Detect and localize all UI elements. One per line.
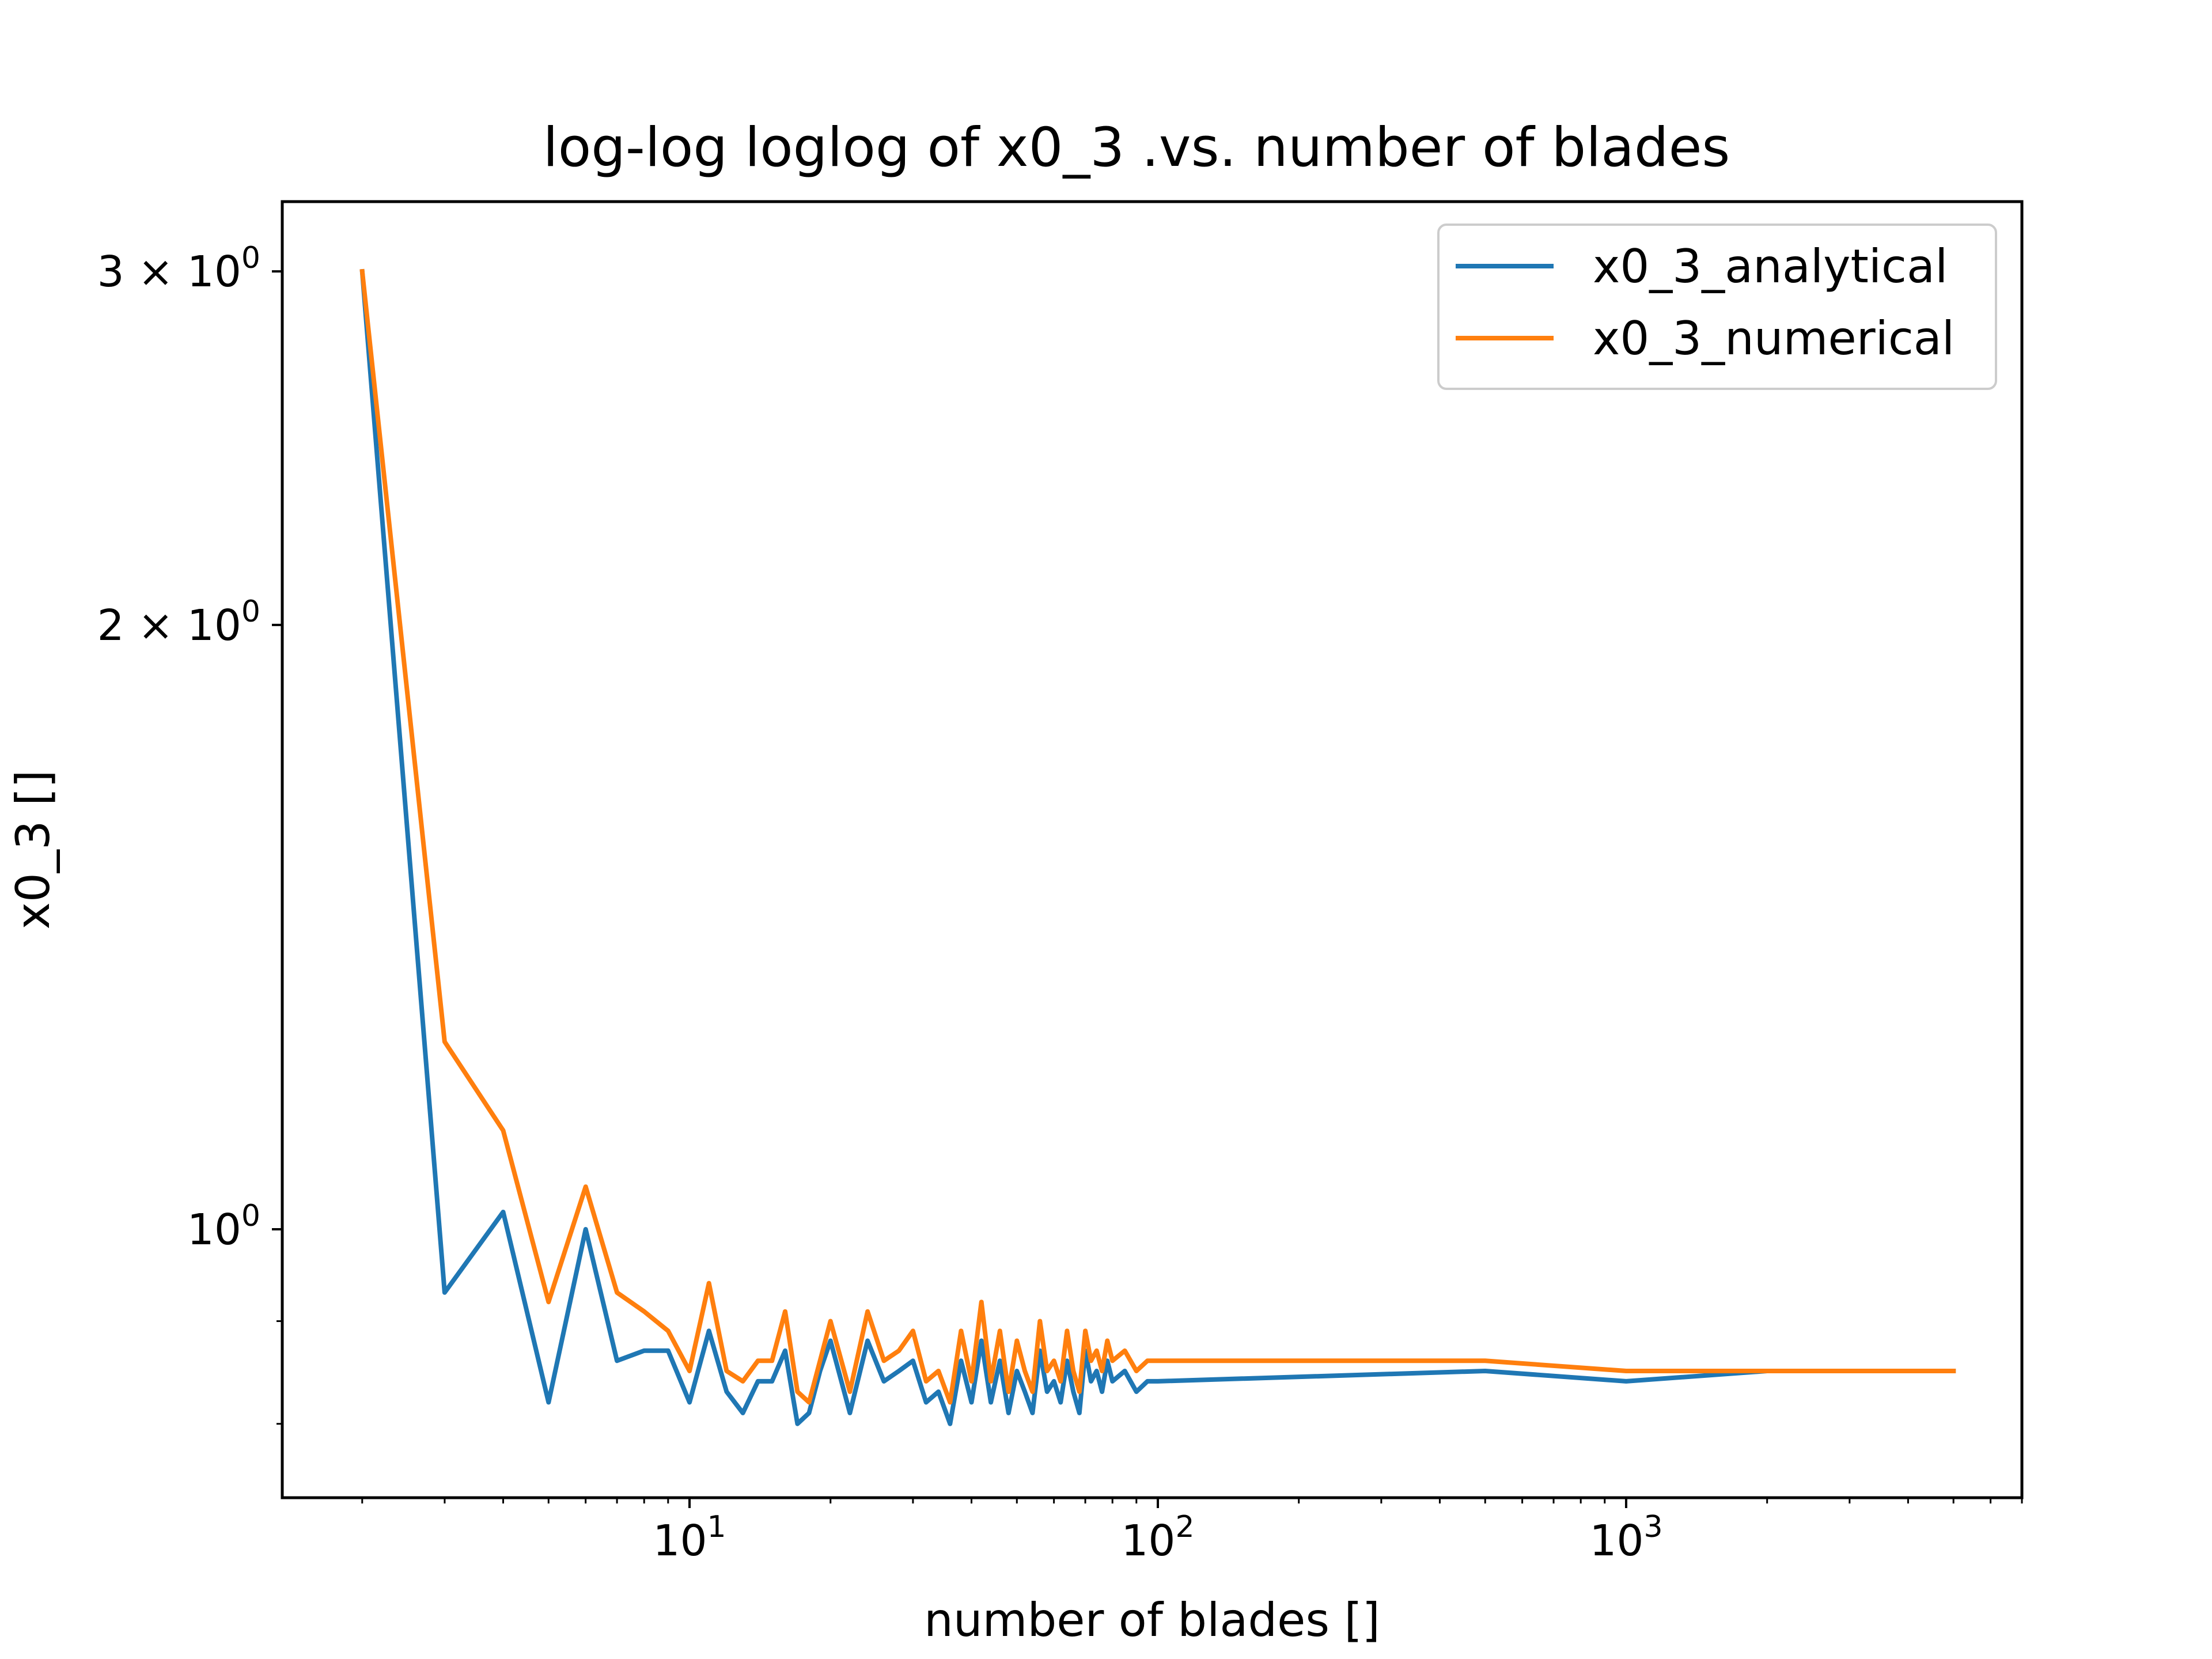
x-tick-label: 101 [653, 1510, 726, 1566]
x-tick-label: 102 [1121, 1510, 1194, 1566]
series-line-x0_3_analytical [359, 268, 1956, 1426]
y-axis-label: x0_3 [] [6, 770, 60, 930]
x-axis: 101 102 103 [361, 1498, 2023, 1566]
legend-label-numerical: x0_3_numerical [1593, 312, 1955, 365]
y-tick-label: 2 × 100 [97, 594, 260, 650]
legend: x0_3_analytical x0_3_numerical [1437, 224, 1997, 390]
series-layer [359, 268, 1956, 1426]
legend-label-analytical: x0_3_analytical [1593, 240, 1948, 293]
x-tick-label: 103 [1589, 1510, 1662, 1566]
x-axis-label: number of blades [] [924, 1593, 1380, 1647]
y-axis: 100 2 × 100 3 × 100 [97, 241, 282, 1425]
series-line-x0_3_numerical [359, 268, 1956, 1405]
plot-frame [281, 200, 2024, 1499]
y-tick-label: 100 [187, 1199, 260, 1255]
y-tick-label: 3 × 100 [97, 241, 260, 297]
legend-box [1437, 224, 1997, 390]
chart-title: log-log loglog of x0_3 .vs. number of bl… [543, 116, 1730, 179]
